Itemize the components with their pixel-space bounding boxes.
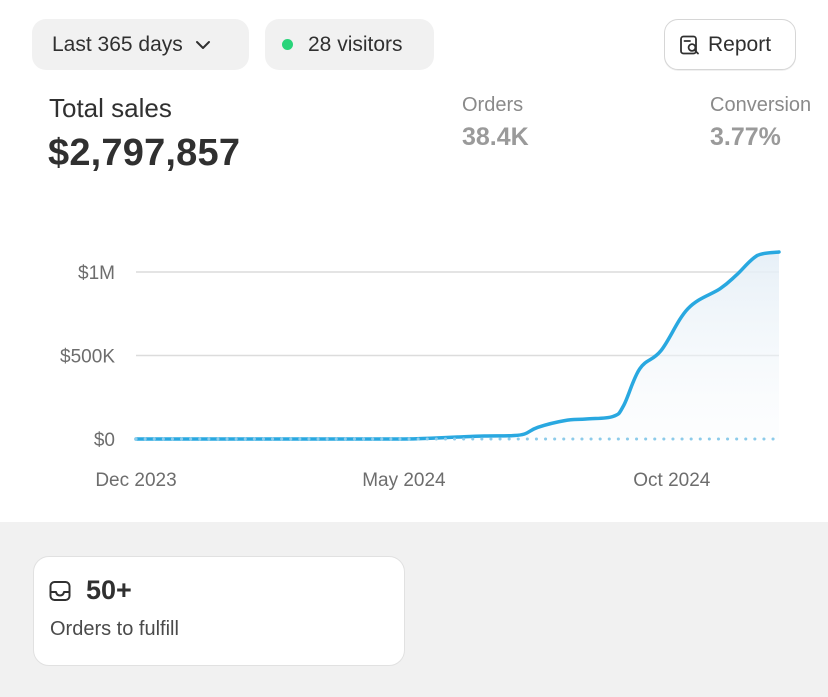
x-tick-label: Oct 2024	[633, 470, 711, 491]
total-sales-value: $2,797,857	[48, 132, 241, 174]
chevron-down-icon	[195, 40, 211, 50]
sales-chart: $1M $500K $0 Dec 2023 May 2024 Oct 2024	[60, 250, 781, 491]
orders-to-fulfill-card[interactable]: 50+ Orders to fulfill	[33, 556, 405, 666]
sales-overview-panel: Last 365 days 28 visitors Report Total s…	[32, 19, 812, 491]
total-sales-label: Total sales	[49, 93, 172, 123]
conversion-value: 3.77%	[710, 123, 781, 151]
sales-area-fill	[136, 252, 779, 439]
date-range-selector[interactable]: Last 365 days	[32, 19, 249, 70]
orders-to-fulfill-count: 50+	[86, 575, 132, 605]
report-button[interactable]: Report	[664, 19, 796, 70]
y-tick-label: $0	[94, 430, 115, 451]
live-visitors-button[interactable]: 28 visitors	[265, 19, 434, 70]
visitors-label: 28 visitors	[308, 32, 403, 56]
conversion-label: Conversion	[710, 94, 812, 116]
orders-value: 38.4K	[462, 123, 529, 151]
y-tick-label: $500K	[60, 347, 115, 368]
sales-line	[134, 250, 781, 441]
report-icon	[678, 33, 702, 57]
live-status-dot-icon	[282, 39, 293, 50]
y-tick-label: $1M	[78, 263, 115, 284]
orders-to-fulfill-label: Orders to fulfill	[50, 618, 179, 640]
orders-label: Orders	[462, 94, 524, 116]
inbox-icon	[48, 579, 72, 603]
x-tick-label: Dec 2023	[95, 470, 176, 491]
x-tick-label: May 2024	[362, 470, 446, 491]
date-range-label: Last 365 days	[52, 32, 183, 56]
report-label: Report	[708, 32, 772, 56]
